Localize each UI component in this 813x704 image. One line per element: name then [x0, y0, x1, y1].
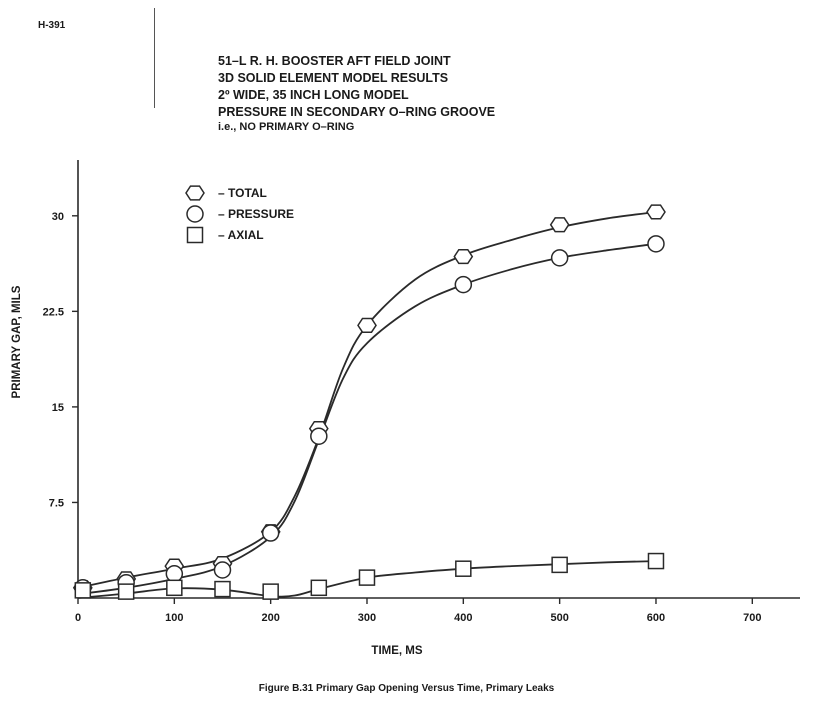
legend-marker-hexagon: [185, 185, 205, 201]
data-point-circle: [550, 249, 569, 267]
y-tick-label: 7.5: [49, 497, 64, 509]
data-point-circle: [261, 524, 280, 542]
series-curves: [77, 211, 657, 599]
series-line-hexagon: [77, 211, 657, 589]
data-point-square: [310, 579, 328, 597]
data-point-square: [262, 583, 279, 600]
x-tick-label: 600: [647, 612, 665, 624]
y-tick-label: 15: [52, 402, 64, 414]
x-tick-label: 300: [358, 612, 376, 624]
title-line-4: PRESSURE IN SECONDARY O–RING GROOVE: [218, 105, 496, 119]
y-tick-label: 30: [52, 211, 64, 223]
data-point-circle: [647, 235, 665, 253]
data-point-square: [455, 560, 472, 577]
data-point-hexagon: [453, 248, 474, 265]
legend-label-circle: – PRESSURE: [218, 207, 294, 221]
data-point-square: [358, 569, 376, 586]
data-point-hexagon: [646, 204, 666, 220]
data-point-square: [214, 580, 231, 598]
x-tick-label: 500: [550, 612, 568, 624]
title-line-5: i.e., NO PRIMARY O–RING: [218, 121, 355, 133]
margin-rule: [154, 8, 155, 108]
data-point-circle: [454, 275, 473, 294]
y-axis-title: PRIMARY GAP, MILS: [11, 285, 23, 398]
data-point-circle: [213, 561, 232, 579]
document-id: H-391: [38, 20, 66, 31]
x-tick-label: 0: [75, 612, 81, 624]
x-tick-label: 200: [261, 612, 279, 624]
x-tick-label: 700: [743, 612, 761, 624]
data-point-square: [647, 552, 665, 570]
x-axis-title: TIME, MS: [371, 645, 422, 657]
legend-label-hexagon: – TOTAL: [218, 186, 267, 200]
figure-caption: Figure B.31 Primary Gap Opening Versus T…: [258, 683, 555, 694]
tick-group: 0 100 200 300 400 500 600 700 7.5 15 22.5 30: [43, 211, 762, 624]
series-line-circle: [77, 242, 657, 596]
legend-marker-square: [186, 226, 204, 244]
y-tick-label: 22.5: [43, 306, 64, 318]
data-point-square: [551, 556, 568, 574]
data-point-hexagon: [549, 217, 570, 233]
title-line-2: 3D SOLID ELEMENT MODEL RESULTS: [218, 71, 449, 85]
data-point-hexagon: [357, 317, 377, 333]
data-point-square: [117, 583, 135, 600]
series-markers: [72, 204, 666, 600]
legend: – TOTAL – PRESSURE – AXIAL: [185, 185, 294, 244]
x-tick-label: 100: [165, 612, 183, 624]
title-line-3: 2º WIDE, 35 INCH LONG MODEL: [218, 88, 409, 102]
title-line-1: 51–L R. H. BOOSTER AFT FIELD JOINT: [218, 54, 451, 68]
data-point-square: [74, 582, 92, 599]
data-point-circle: [310, 427, 328, 445]
data-point-circle: [165, 565, 184, 583]
data-point-square: [166, 579, 183, 597]
chart-title-block: 51–L R. H. BOOSTER AFT FIELD JOINT 3D SO…: [218, 53, 495, 133]
axes: [77, 160, 800, 599]
legend-label-square: – AXIAL: [218, 228, 264, 242]
x-tick-label: 400: [454, 612, 472, 624]
legend-marker-circle: [186, 205, 204, 223]
